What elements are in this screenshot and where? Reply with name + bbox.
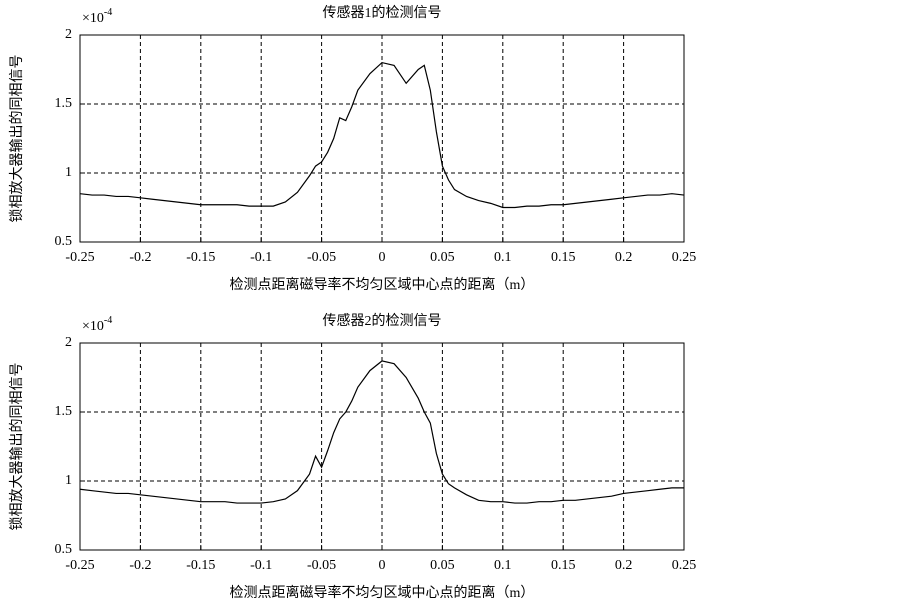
x-axis-label: 检测点距离磁导率不均匀区域中心点的距离（m） [230,584,535,601]
y-tick-label: 2 [65,335,72,350]
y-multiplier-exponent: -4 [104,7,112,18]
y-multiplier-exponent: -4 [104,315,112,326]
y-tick-label: 1.5 [55,96,73,111]
x-tick-label: -0.1 [250,558,272,573]
x-tick-label: -0.25 [65,558,94,573]
x-axis-label: 检测点距离磁导率不均匀区域中心点的距离（m） [230,276,535,293]
x-tick-label: 0.2 [615,558,633,573]
x-tick-label: 0.05 [430,558,455,573]
y-tick-label: 0.5 [55,542,73,557]
x-tick-label: 0.05 [430,250,455,265]
y-multiplier-base: ×10 [82,319,104,334]
y-axis-label: 锁相放大器输出的同相信号 [9,55,25,223]
y-axis-label: 锁相放大器输出的同相信号 [9,363,25,531]
y-tick-label: 2 [65,27,72,42]
x-tick-label: 0 [379,558,386,573]
x-tick-label: -0.2 [129,558,151,573]
y-tick-label: 1 [65,473,72,488]
x-tick-label: -0.05 [307,250,336,265]
y-tick-label: 0.5 [55,234,73,249]
x-tick-label: -0.15 [186,250,215,265]
y-multiplier-base: ×10 [82,11,104,26]
x-tick-label: -0.15 [186,558,215,573]
data-line [79,360,684,504]
y-tick-label: 1 [65,165,72,180]
y-tick-label: 1.5 [55,404,73,419]
y-multiplier: ×10-4 [82,315,112,334]
x-tick-label: 0.15 [551,558,576,573]
x-tick-label: -0.2 [129,250,151,265]
x-tick-label: -0.1 [250,250,272,265]
x-tick-label: 0.15 [551,250,576,265]
y-multiplier: ×10-4 [82,7,112,26]
x-tick-label: 0 [379,250,386,265]
chart-title: 传感器1的检测信号 [323,4,442,21]
plot-frame [79,34,685,243]
x-tick-label: -0.05 [307,558,336,573]
x-tick-label: -0.25 [65,250,94,265]
x-tick-label: 0.2 [615,250,633,265]
x-tick-label: 0.1 [494,558,512,573]
x-tick-label: 0.25 [672,558,697,573]
plot-frame [79,342,685,551]
x-tick-label: 0.1 [494,250,512,265]
data-line [79,61,685,209]
x-tick-label: 0.25 [672,250,697,265]
chart-title: 传感器2的检测信号 [323,312,442,329]
